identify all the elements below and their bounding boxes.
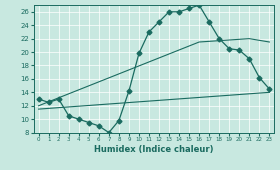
X-axis label: Humidex (Indice chaleur): Humidex (Indice chaleur) bbox=[94, 144, 214, 154]
